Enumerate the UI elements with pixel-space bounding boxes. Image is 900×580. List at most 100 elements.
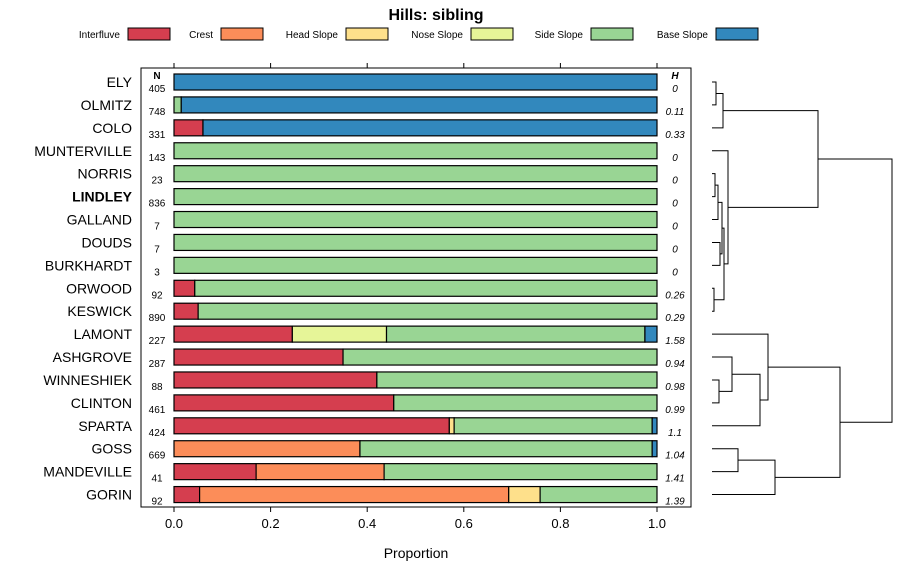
- dendrogram-branch: [712, 448, 739, 473]
- x-axis-title: Proportion: [384, 545, 449, 561]
- legend-label-base-slope: Base Slope: [657, 30, 709, 41]
- h-value-lamont: 1.58: [665, 336, 685, 347]
- bar-segment-clinton-interfluve: [173, 394, 395, 412]
- legend-swatch-nose-slope: [470, 27, 514, 41]
- row-label-gorin: GORIN: [86, 487, 132, 503]
- bar-segment-goss-base-slope: [651, 440, 658, 458]
- row-burkhardt: BURKHARDT 3 0: [45, 256, 678, 278]
- h-value-douds: 0: [672, 244, 678, 255]
- x-tick-label: 0.4: [358, 516, 376, 531]
- bar-segment-lamont-interfluve: [173, 325, 293, 343]
- bar-segment-munterville-side-slope: [173, 142, 658, 160]
- legend-label-side-slope: Side Slope: [535, 30, 584, 41]
- bar-segment-mandeville-side-slope: [383, 463, 658, 481]
- bar-segment-clinton-side-slope: [393, 394, 658, 412]
- h-value-burkhardt: 0: [672, 267, 678, 278]
- bar-segment-orwood-side-slope: [194, 279, 658, 297]
- row-label-winneshiek: WINNESHIEK: [43, 372, 132, 388]
- dendrogram-branch: [818, 158, 893, 423]
- row-label-sparta: SPARTA: [78, 418, 132, 434]
- h-value-lindley: 0: [672, 199, 678, 210]
- row-olmitz: OLMITZ 748 0.11: [81, 96, 685, 118]
- dendrogram-branch: [723, 110, 819, 208]
- x-tick-label: 0.2: [262, 516, 280, 531]
- h-value-norris: 0: [672, 176, 678, 187]
- n-value-ashgrove: 287: [149, 359, 166, 370]
- legend-label-head-slope: Head Slope: [286, 30, 339, 41]
- n-value-ely: 405: [149, 84, 166, 95]
- bar-segment-gorin-interfluve: [173, 485, 201, 504]
- x-tick-label: 0.6: [455, 516, 473, 531]
- bar-segment-orwood-interfluve: [173, 279, 196, 297]
- row-label-galland: GALLAND: [67, 212, 132, 228]
- row-label-orwood: ORWOOD: [66, 280, 132, 296]
- bar-segment-colo-interfluve: [173, 119, 204, 137]
- h-column-header: H: [671, 71, 679, 82]
- row-norris: NORRIS 23 0: [78, 165, 678, 187]
- row-orwood: ORWOOD 92 0.26: [66, 279, 685, 301]
- h-value-clinton: 0.99: [665, 405, 685, 416]
- n-value-colo: 331: [149, 130, 166, 141]
- dendrogram: [712, 81, 893, 496]
- h-value-olmitz: 0.11: [666, 107, 685, 118]
- h-value-galland: 0: [672, 222, 678, 233]
- row-label-munterville: MUNTERVILLE: [34, 143, 132, 159]
- row-label-douds: DOUDS: [81, 234, 132, 250]
- row-galland: GALLAND 7 0: [67, 210, 678, 233]
- row-mandeville: MANDEVILLE 41 1.41: [43, 463, 685, 485]
- row-munterville: MUNTERVILLE 143 0: [34, 142, 678, 164]
- bar-segment-lindley-side-slope: [173, 188, 658, 206]
- bar-segment-mandeville-interfluve: [173, 463, 257, 481]
- row-clinton: CLINTON 461 0.99: [71, 394, 685, 416]
- row-sparta: SPARTA 424 1.1: [78, 417, 682, 439]
- bar-segment-gorin-side-slope: [539, 485, 658, 504]
- chart-title: Hills: sibling: [388, 7, 483, 24]
- h-value-gorin: 1.39: [665, 497, 685, 508]
- n-value-olmitz: 748: [149, 107, 166, 118]
- n-value-douds: 7: [154, 244, 160, 255]
- h-value-munterville: 0: [672, 153, 678, 164]
- row-ashgrove: ASHGROVE 287 0.94: [53, 348, 685, 370]
- n-value-winneshiek: 88: [151, 382, 163, 393]
- n-value-norris: 23: [151, 176, 163, 187]
- bar-segment-sparta-head-slope: [448, 417, 455, 435]
- bar-segment-keswick-interfluve: [173, 302, 199, 320]
- row-lindley: LINDLEY 836 0: [72, 188, 678, 210]
- row-label-keswick: KESWICK: [67, 303, 132, 319]
- legend-swatch-interfluve: [127, 27, 171, 41]
- bar-segment-lamont-nose-slope: [291, 325, 388, 343]
- h-value-ely: 0: [672, 84, 678, 95]
- h-value-orwood: 0.26: [665, 290, 685, 301]
- n-value-gorin: 92: [151, 497, 163, 508]
- row-gorin: GORIN 92 1.39: [86, 485, 685, 508]
- row-lamont: LAMONT 227 1.58: [74, 325, 685, 347]
- row-label-lamont: LAMONT: [74, 326, 133, 342]
- bar-segment-colo-base-slope: [202, 119, 658, 137]
- n-value-clinton: 461: [149, 405, 166, 416]
- legend-label-nose-slope: Nose Slope: [411, 30, 463, 41]
- bar-segment-burkhardt-side-slope: [173, 256, 658, 274]
- bar-segment-gorin-crest: [198, 485, 510, 504]
- bar-segment-goss-side-slope: [359, 440, 653, 458]
- bar-segment-ely-base-slope: [173, 73, 658, 91]
- x-tick-label: 1.0: [648, 516, 666, 531]
- dendrogram-branch: [712, 81, 717, 106]
- bar-segment-winneshiek-side-slope: [376, 371, 658, 389]
- row-label-norris: NORRIS: [78, 166, 132, 182]
- bar-segment-sparta-base-slope: [651, 417, 658, 435]
- bar-segment-norris-side-slope: [173, 165, 658, 183]
- panel-border: [140, 67, 692, 508]
- bar-segment-keswick-side-slope: [197, 302, 658, 320]
- legend-swatch-side-slope: [590, 27, 634, 41]
- n-value-lamont: 227: [149, 336, 166, 347]
- bar-segment-olmitz-side-slope: [173, 96, 182, 114]
- bar-segment-goss-crest: [173, 440, 361, 458]
- n-value-keswick: 890: [149, 313, 166, 324]
- row-label-clinton: CLINTON: [71, 395, 132, 411]
- n-value-orwood: 92: [151, 290, 163, 301]
- bar-segment-ashgrove-interfluve: [173, 348, 344, 366]
- row-label-lindley: LINDLEY: [72, 189, 133, 205]
- bar-segment-galland-side-slope: [173, 210, 658, 229]
- row-label-mandeville: MANDEVILLE: [43, 464, 132, 480]
